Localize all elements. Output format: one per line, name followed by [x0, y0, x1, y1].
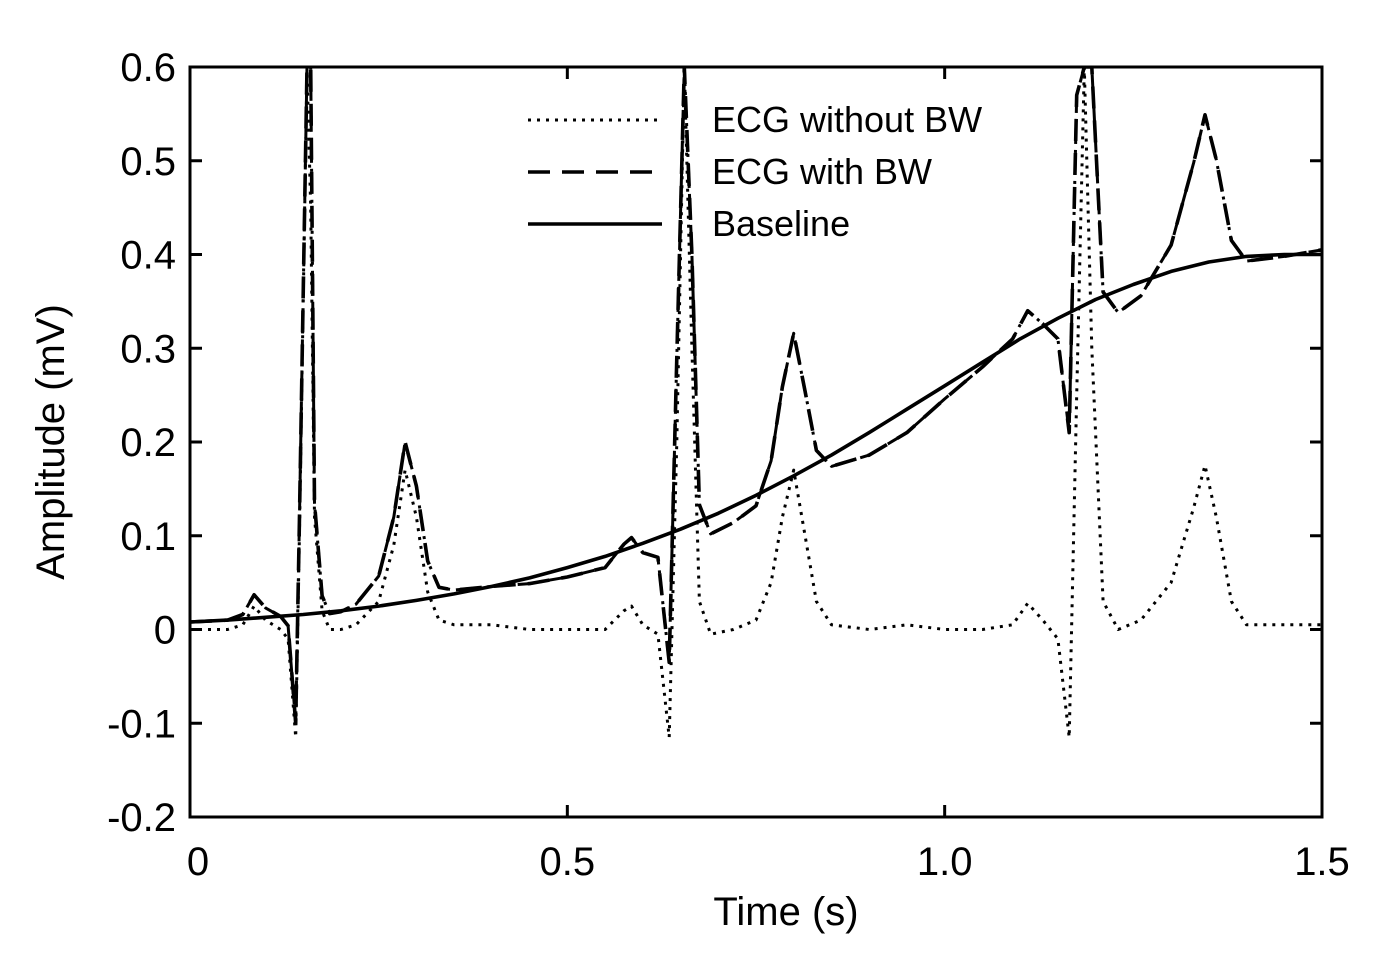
y-tick-label: -0.2	[107, 796, 176, 840]
y-axis-label: Amplitude (mV)	[29, 304, 73, 580]
series-line-dashed	[190, 67, 1322, 726]
y-tick-label: 0.6	[120, 46, 176, 90]
legend-label: ECG with BW	[712, 151, 932, 192]
y-tick-label: 0	[154, 609, 176, 653]
legend-label: ECG without BW	[712, 99, 982, 140]
x-axis-label: Time (s)	[713, 890, 858, 934]
y-tick-label: 0.3	[120, 327, 176, 371]
y-tick-label: 0.2	[120, 421, 176, 465]
ticks-layer: 0 0.5 1.0 1.5 -0.2 -0.1 0 0.1 0.2 0.3 0.4 0.5 0.6	[107, 46, 1350, 884]
x-tick-label: 0.5	[540, 840, 596, 884]
y-tick-label: 0.4	[120, 234, 176, 278]
x-tick-label: 1.0	[917, 840, 973, 884]
series-line-solid	[190, 252, 1322, 624]
y-tick-label: 0.5	[120, 140, 176, 184]
y-tick-label: -0.1	[107, 702, 176, 746]
x-tick-label: 0	[187, 840, 209, 884]
x-tick-label: 1.5	[1294, 840, 1350, 884]
y-tick-label: 0.1	[120, 515, 176, 559]
legend: ECG without BW ECG with BW Baseline	[528, 99, 982, 244]
legend-label: Baseline	[712, 203, 850, 244]
series-layer	[190, 67, 1322, 739]
